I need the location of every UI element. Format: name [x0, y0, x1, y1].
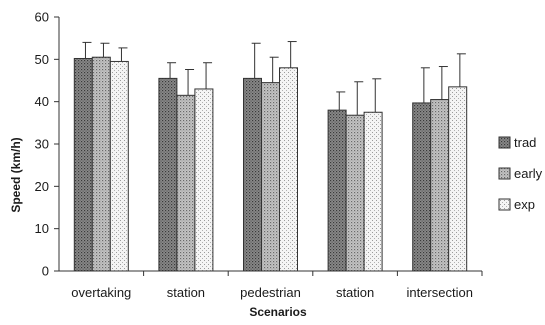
x-tick-label: station: [167, 285, 205, 300]
legend-swatch: [498, 167, 511, 180]
bar-early: [430, 99, 450, 272]
bar-trad: [73, 57, 93, 272]
y-tick-label: 60: [35, 10, 49, 25]
legend-label: early: [514, 166, 543, 181]
y-tick-label: 20: [35, 179, 49, 194]
bar-exp: [194, 88, 214, 272]
bar-exp: [109, 60, 129, 272]
y-tick-label: 0: [42, 264, 49, 279]
bars: [73, 56, 468, 272]
x-tick-label: overtaking: [71, 285, 131, 300]
x-axis-ticks: overtaking station pedestrian station inters…: [71, 271, 483, 300]
legend: trad early exp: [498, 135, 543, 212]
bar-trad: [158, 77, 178, 272]
legend-label: trad: [514, 135, 536, 150]
legend-item-trad: trad: [498, 135, 536, 150]
legend-item-exp: exp: [498, 197, 535, 212]
y-tick-label: 40: [35, 94, 49, 109]
legend-swatch: [498, 136, 511, 149]
y-tick-label: 30: [35, 137, 49, 152]
x-tick-label: pedestrian: [240, 285, 301, 300]
y-tick-label: 10: [35, 221, 49, 236]
x-tick-label: station: [336, 285, 374, 300]
legend-item-early: early: [498, 166, 543, 181]
y-axis-title: Speed (km/h): [9, 137, 23, 212]
bar-early: [91, 56, 111, 272]
legend-swatch: [498, 198, 511, 211]
y-tick-label: 50: [35, 52, 49, 67]
x-axis-title: Scenarios: [249, 305, 307, 319]
bar-exp: [448, 86, 468, 272]
bar-exp: [363, 111, 383, 272]
y-axis-ticks: 0 10 20 30 40 50 60: [35, 10, 59, 279]
bar-early: [345, 114, 365, 272]
bar-early: [176, 94, 196, 272]
bar-trad: [412, 102, 432, 272]
error-bars: [82, 41, 466, 116]
legend-label: exp: [514, 197, 535, 212]
bar-trad: [327, 109, 347, 272]
x-tick-label: intersection: [406, 285, 472, 300]
bar-early: [261, 82, 280, 272]
bar-exp: [279, 67, 298, 272]
bar-trad: [243, 77, 262, 272]
